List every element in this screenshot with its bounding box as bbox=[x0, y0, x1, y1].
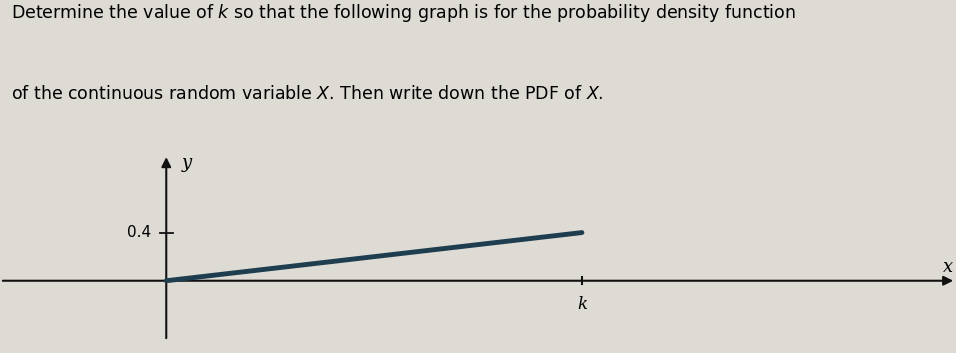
Text: of the continuous random variable $X$. Then write down the PDF of $X$.: of the continuous random variable $X$. T… bbox=[11, 85, 604, 103]
Text: k: k bbox=[576, 297, 587, 313]
Text: x: x bbox=[943, 258, 953, 276]
Text: y: y bbox=[182, 154, 191, 172]
Text: 0.4: 0.4 bbox=[127, 225, 151, 240]
Text: Determine the value of $k$ so that the following graph is for the probability de: Determine the value of $k$ so that the f… bbox=[11, 2, 796, 24]
